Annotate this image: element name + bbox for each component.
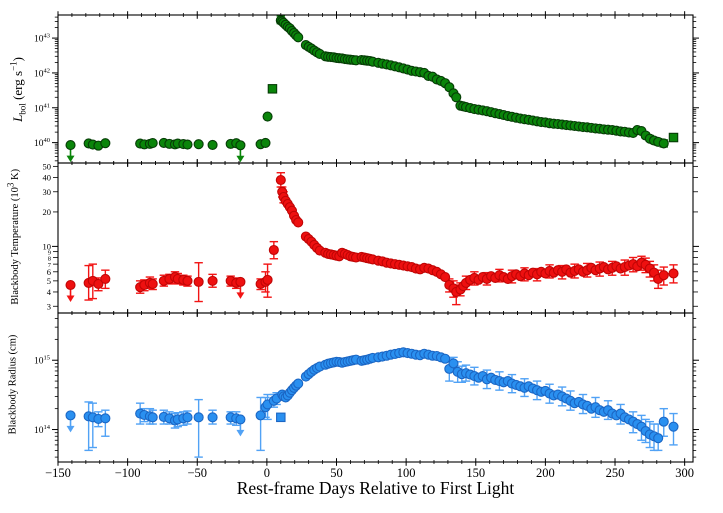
data-point <box>658 270 669 281</box>
y-tick-label: 4 <box>47 287 52 297</box>
x-tick-label: −150 <box>45 466 71 480</box>
temp-exponent: 3 <box>5 182 16 188</box>
data-point <box>182 275 193 286</box>
data-point <box>207 412 218 423</box>
data-point <box>440 353 451 364</box>
y-tick-label: 50 <box>43 161 52 171</box>
x-tick-label: −50 <box>187 466 207 480</box>
x-tick-label: 150 <box>466 466 485 480</box>
lum-exponent: −1 <box>8 61 19 71</box>
data-point <box>147 412 158 423</box>
radius-y-axis-label: Blackbody Radius (cm) <box>8 285 19 485</box>
x-tick-label: 300 <box>675 466 694 480</box>
data-point <box>262 274 273 285</box>
temp-units-close: K) <box>9 168 21 183</box>
y-tick-label: 30 <box>43 187 52 197</box>
bolometric-luminosity-series <box>65 15 679 151</box>
data-point <box>100 413 111 424</box>
data-point <box>668 268 679 279</box>
data-point <box>207 139 218 150</box>
x-tick-label: 200 <box>536 466 555 480</box>
data-point <box>147 278 158 289</box>
y-tick-label: 1042 <box>34 67 50 79</box>
x-tick-label: 50 <box>330 466 343 480</box>
bolometric-luminosity-panel: 1040 1041 1042 1043 <box>34 11 699 167</box>
data-point <box>182 139 193 150</box>
data-point <box>235 414 246 425</box>
data-point <box>255 410 266 421</box>
y-tick-label: 6 <box>47 267 51 277</box>
y-tick-label: 7 <box>48 262 52 269</box>
data-point <box>653 433 664 444</box>
data-point <box>275 174 286 186</box>
data-point <box>193 276 204 287</box>
data-point-square <box>267 84 278 94</box>
data-point <box>260 137 271 148</box>
y-tick-label: 10 <box>43 241 52 251</box>
blackbody-temperature-series <box>65 174 679 298</box>
data-point <box>100 138 111 149</box>
blackbody-temperature-panel-border <box>57 162 694 314</box>
data-point <box>293 378 304 389</box>
x-tick-label: 100 <box>397 466 416 480</box>
bolometric-luminosity-errorbars <box>66 15 678 163</box>
blackbody-radius-series <box>65 347 679 444</box>
x-tick-label: −100 <box>115 466 141 480</box>
data-point <box>658 416 669 427</box>
data-point <box>268 244 279 256</box>
blackbody-radius-panel: 1014 1015 <box>34 309 699 466</box>
data-point <box>193 139 204 150</box>
data-point <box>440 271 451 283</box>
data-point <box>293 217 304 228</box>
data-point <box>235 140 246 151</box>
y-tick-label: 20 <box>43 207 52 217</box>
lum-symbol: L <box>9 114 25 122</box>
x-tick-label: 0 <box>264 466 270 480</box>
lum-units: (erg s <box>9 70 25 104</box>
data-point <box>658 138 669 149</box>
data-point <box>668 421 679 432</box>
x-axis-label: Rest-frame Days Relative to First Light <box>236 478 515 498</box>
data-point <box>65 140 76 151</box>
lum-units-close: ) <box>9 56 25 62</box>
data-point <box>147 138 158 149</box>
y-tick-label: 1043 <box>34 33 50 45</box>
y-tick-label: 1014 <box>34 424 51 436</box>
data-point-square <box>668 132 679 143</box>
data-point <box>193 412 204 423</box>
data-point <box>293 32 304 43</box>
radius-label-text: Blackbody Radius (cm) <box>7 334 19 435</box>
data-point-square <box>276 412 286 423</box>
data-point <box>65 410 76 421</box>
blackbody-temperature-errorbars <box>66 172 678 306</box>
y-tick-label: 8 <box>48 255 51 262</box>
data-point <box>182 412 193 423</box>
y-tick-label: 40 <box>43 172 52 182</box>
y-tick-label: 1041 <box>34 102 50 114</box>
y-tick-label: 1015 <box>34 355 50 367</box>
data-point <box>448 358 459 369</box>
x-tick-label: 250 <box>606 466 625 480</box>
y-tick-label: 9 <box>48 250 51 257</box>
data-point <box>207 275 218 286</box>
data-point <box>65 279 76 291</box>
data-point <box>262 111 273 122</box>
data-point <box>100 273 111 284</box>
data-point <box>235 276 246 287</box>
y-tick-label: 3 <box>47 301 51 311</box>
lum-subscript: bol <box>17 103 28 115</box>
y-tick-label: 1040 <box>34 137 50 149</box>
blackbody-radius-panel-border <box>57 312 694 463</box>
y-tick-label: 5 <box>47 276 51 286</box>
data-point <box>93 278 104 289</box>
data-point <box>451 92 462 103</box>
